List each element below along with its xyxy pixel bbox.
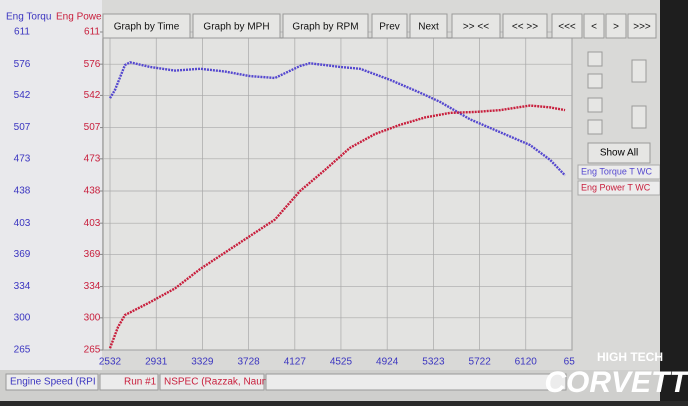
x-tick-label: 6120 <box>515 357 538 368</box>
y2-tick-label: 403 <box>84 218 101 229</box>
toolbar: Graph by Time Graph by MPH Graph by RPM Pre… <box>102 13 657 39</box>
y-tick-label: 507 <box>14 122 31 133</box>
x-tick-label: 2532 <box>99 357 122 368</box>
legend-label: Eng Power T WC <box>581 182 651 192</box>
curve <box>108 104 566 349</box>
x-tick-label: 4127 <box>284 357 307 368</box>
y-tick-label: 265 <box>14 345 31 356</box>
y2-tick-label: 473 <box>84 153 101 164</box>
x-tick-label: 651 <box>564 357 581 368</box>
y2-tick-label: 576 <box>84 59 101 70</box>
y-tick-label: 403 <box>14 218 31 229</box>
toolbar-button-label[interactable]: Graph by MPH <box>203 22 269 33</box>
toolbar-button[interactable] <box>192 13 281 39</box>
x-tick-label: 2931 <box>145 357 168 368</box>
toolbar-button-label[interactable]: > <box>613 22 619 33</box>
toolbar-button-label[interactable]: < <box>591 22 597 33</box>
toolbar-button-label[interactable]: Next <box>418 22 439 33</box>
y2-tick-label: 369 <box>84 249 101 260</box>
x-tick-label: 3329 <box>191 357 214 368</box>
toolbar-button[interactable] <box>371 13 408 39</box>
legend: Eng Torque T WC Eng Power T WC <box>577 164 661 196</box>
y2-axis-title: Eng Powe <box>56 12 102 23</box>
y-tick-label: 300 <box>14 312 31 323</box>
y2-tick-label: 611 <box>84 27 100 38</box>
y-tick-label: 576 <box>14 59 31 70</box>
x-tick-label: 3728 <box>237 357 260 368</box>
x-tick-label: 5722 <box>469 357 492 368</box>
toolbar-button-label[interactable]: << >> <box>512 22 538 33</box>
bezel <box>660 0 688 401</box>
run-box <box>99 373 159 391</box>
toolbar-button-label[interactable]: Graph by RPM <box>292 22 358 33</box>
y-tick-label: 542 <box>14 90 31 101</box>
toolbar-button[interactable] <box>583 13 605 39</box>
x-axis-box <box>5 373 99 391</box>
plot-area <box>102 37 573 351</box>
y2-tick-label: 300 <box>84 312 101 323</box>
scroll-button[interactable] <box>631 59 647 83</box>
show-all-button[interactable] <box>587 142 651 164</box>
y-tick-label: 334 <box>14 281 31 292</box>
y2-tick-label: 334 <box>84 281 101 292</box>
y-tick-label: 473 <box>14 153 31 164</box>
toolbar-button[interactable] <box>627 13 657 39</box>
side-panel <box>575 44 660 370</box>
toolbar-button[interactable] <box>502 13 548 39</box>
scroll-button[interactable] <box>631 105 647 129</box>
watermark-top: HIGH TECH <box>597 350 663 364</box>
y2-tick-label: 542 <box>84 90 101 101</box>
toolbar-button[interactable] <box>409 13 448 39</box>
y2-tick-label: 438 <box>84 186 101 197</box>
toolbar-button-label[interactable]: >>> <box>633 22 651 33</box>
y-tick-label: 438 <box>14 186 31 197</box>
curves <box>108 61 566 349</box>
run-name-box <box>159 373 265 391</box>
x-axis-title: Engine Speed (RPI <box>10 377 96 388</box>
toolbar-button-label[interactable]: <<< <box>558 22 576 33</box>
toolbar-button[interactable] <box>551 13 583 39</box>
toolbar-button[interactable] <box>282 13 369 39</box>
y-axis-title: Eng Torqu <box>6 12 51 23</box>
toolbar-button-label[interactable]: >> << <box>463 22 489 33</box>
axis-panel <box>0 0 102 370</box>
x-tick-label: 4924 <box>376 357 399 368</box>
info-box <box>265 373 567 391</box>
toolbar-button[interactable] <box>451 13 501 39</box>
y-tick-label: 611 <box>14 27 30 38</box>
y2-tick-label: 507 <box>84 122 101 133</box>
run-name: NSPEC (Razzak, Naum <box>164 377 270 388</box>
y-tick-label: 369 <box>14 249 31 260</box>
toolbar-button[interactable] <box>102 13 191 39</box>
show-all-label[interactable]: Show All <box>600 148 638 159</box>
zoom-button[interactable] <box>587 97 603 113</box>
x-tick-label: 5323 <box>422 357 445 368</box>
x-tick-label: 4525 <box>330 357 353 368</box>
toolbar-button-label[interactable]: Graph by Time <box>114 22 180 33</box>
curve <box>108 61 566 177</box>
run-label: Run #1 <box>124 377 157 388</box>
watermark-main: CORVETTE <box>544 366 688 399</box>
zoom-button[interactable] <box>587 119 603 135</box>
zoom-button[interactable] <box>587 73 603 89</box>
toolbar-button-label[interactable]: Prev <box>379 22 400 33</box>
y2-tick-label: 265 <box>84 345 101 356</box>
toolbar-button[interactable] <box>605 13 627 39</box>
legend-label: Eng Torque T WC <box>581 166 653 176</box>
zoom-button[interactable] <box>587 51 603 67</box>
